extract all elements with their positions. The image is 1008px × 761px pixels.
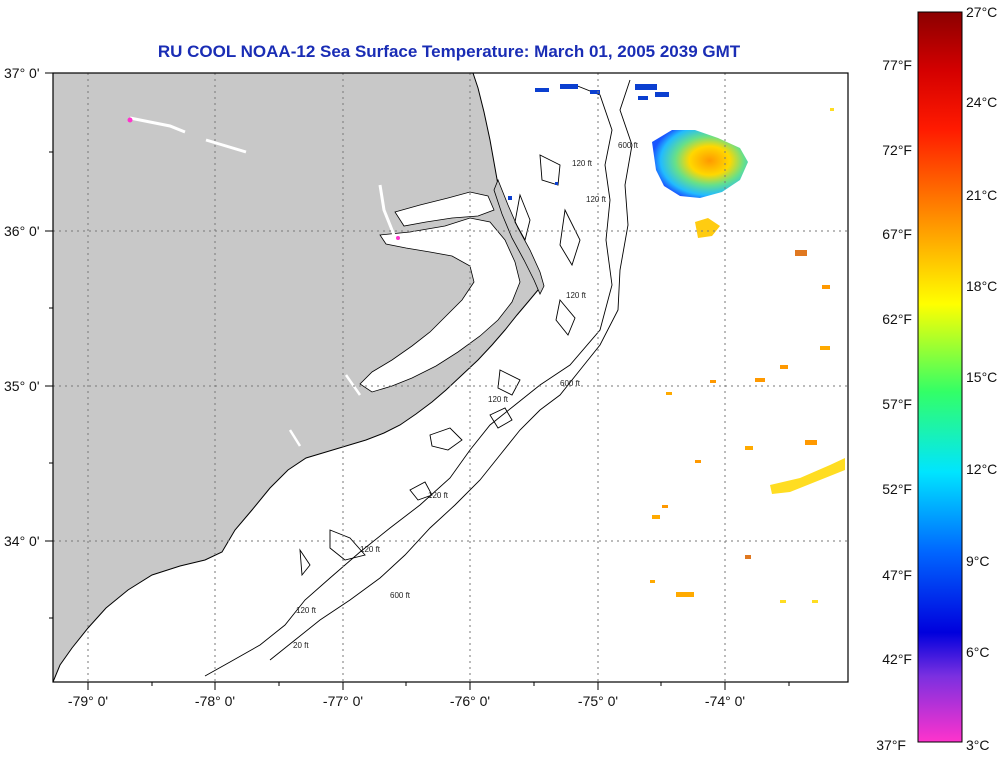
celsius-label: 15°C [966,369,997,385]
celsius-label: 21°C [966,187,997,203]
lon-label: -78° 0' [195,693,235,709]
lon-label: -75° 0' [578,693,618,709]
latitude-labels: 37° 0' 36° 0' 35° 0' 34° 0' [4,65,40,549]
fahrenheit-label: 47°F [882,567,912,583]
depth-label: 600 ft [560,379,581,388]
depth-label: 120 ft [428,491,449,500]
albemarle-sound [394,191,495,227]
hot-pixel [396,236,400,240]
depth-label: 120 ft [572,159,593,168]
celsius-label: 24°C [966,94,997,110]
depth-label-group: 600 ft 120 ft 120 ft 120 ft 600 ft 120 f… [293,141,639,650]
depth-label: 120 ft [488,395,509,404]
celsius-label: 27°C [966,4,997,20]
longitude-labels: -79° 0' -78° 0' -77° 0' -76° 0' -75° 0' … [68,693,745,709]
fahrenheit-label: 62°F [882,311,912,327]
lon-label: -74° 0' [705,693,745,709]
fahrenheit-label: 37°F [876,737,906,753]
depth-label: 600 ft [390,591,411,600]
map-grid [53,73,848,682]
sound-water [359,217,521,393]
river-estuary [129,116,398,241]
lat-label: 34° 0' [4,533,40,549]
depth-label: 120 ft [296,606,317,615]
celsius-label: 6°C [966,644,990,660]
depth-label: 20 ft [293,641,309,650]
lon-label: -77° 0' [323,693,363,709]
colorbar-celsius-labels: 27°C 24°C 21°C 18°C 15°C 12°C 9°C 6°C 3°… [966,4,997,753]
depth-contours [204,79,633,677]
fahrenheit-label: 77°F [882,57,912,73]
lon-label: -76° 0' [450,693,490,709]
map-title: RU COOL NOAA-12 Sea Surface Temperature:… [158,42,741,61]
hot-pixel [127,117,133,123]
depth-label: 120 ft [586,195,607,204]
temperature-colorbar [917,11,963,743]
celsius-label: 12°C [966,461,997,477]
fahrenheit-label: 67°F [882,226,912,242]
axis-ticks [45,72,790,690]
depth-label: 120 ft [566,291,587,300]
colorbar-fahrenheit-labels: 77°F 72°F 67°F 62°F 57°F 52°F 47°F 42°F … [876,57,912,753]
lat-label: 35° 0' [4,378,40,394]
lat-label: 36° 0' [4,223,40,239]
depth-label: 600 ft [618,141,639,150]
cold-water-pixels [508,84,669,200]
map-frame [52,72,849,683]
lat-label: 37° 0' [4,65,40,81]
depth-label: 120 ft [360,545,381,554]
celsius-label: 18°C [966,278,997,294]
celsius-label: 9°C [966,553,990,569]
lon-label: -79° 0' [68,693,108,709]
fahrenheit-label: 42°F [882,651,912,667]
celsius-label: 3°C [966,737,990,753]
fahrenheit-label: 52°F [882,481,912,497]
sst-scattered-pixels [650,108,845,603]
fahrenheit-label: 72°F [882,142,912,158]
sst-warm-patch-south [695,218,720,238]
cape-fear-estuary [288,374,362,447]
fahrenheit-label: 57°F [882,396,912,412]
sst-warm-patch [652,130,748,198]
